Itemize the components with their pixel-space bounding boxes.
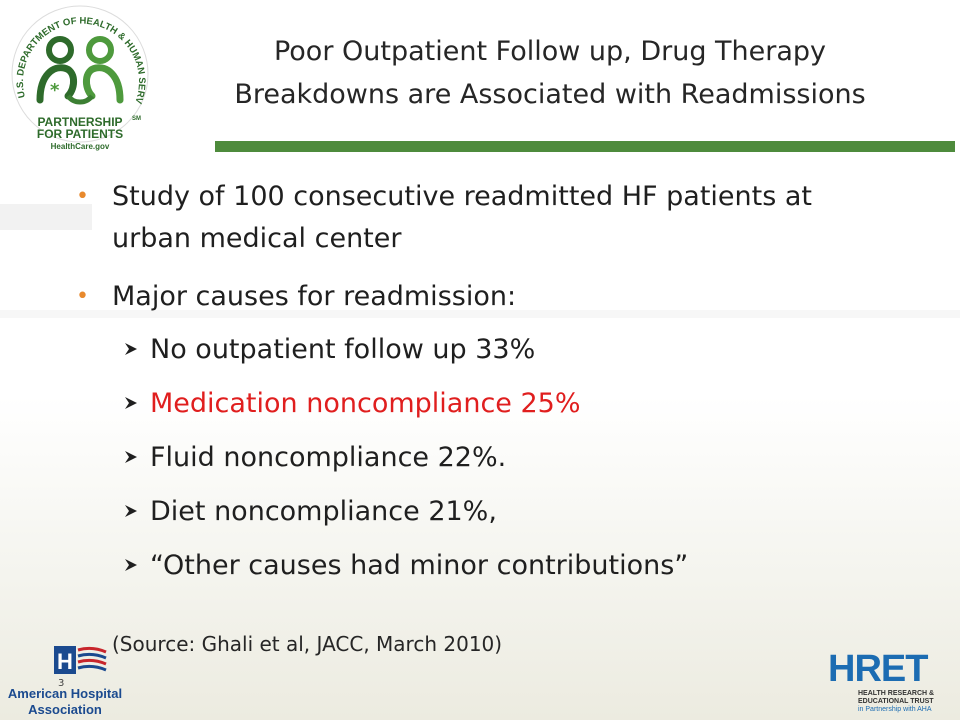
cause-text: Medication noncompliance 25% — [150, 388, 581, 419]
page-title: Poor Outpatient Follow up, Drug Therapy … — [180, 30, 920, 116]
bullet-dot: • — [76, 284, 89, 309]
cause-item: No outpatient follow up 33% — [124, 330, 535, 370]
aha-flag-logo: H — [54, 646, 107, 674]
arrow-bullet-icon — [125, 558, 137, 571]
bullet-text: urban medical center — [112, 223, 402, 254]
cause-text: “Other causes had minor contributions” — [150, 550, 689, 581]
hret-line1: HEALTH RESEARCH & — [858, 690, 935, 697]
bullet-item: Major causes for readmission: — [112, 276, 516, 318]
cause-item: Fluid noncompliance 22%. — [124, 438, 506, 478]
title-divider — [215, 141, 955, 152]
cause-text: Fluid noncompliance 22%. — [150, 442, 507, 473]
hhs-logo-site: HealthCare.gov — [51, 142, 110, 151]
arrow-bullet-icon — [125, 450, 137, 463]
cause-item: Diet noncompliance 21%, — [124, 492, 497, 532]
hret-line2: EDUCATIONAL TRUST — [858, 698, 934, 705]
cause-item: “Other causes had minor contributions” — [124, 546, 688, 586]
hret-logo: HRET — [828, 648, 928, 690]
svg-text:H: H — [57, 649, 73, 674]
aha-line1: American Hospital — [7, 686, 123, 701]
cause-text: Diet noncompliance 21%, — [150, 496, 497, 527]
hhs-partnership-logo: U.S. DEPARTMENT OF HEALTH & HUMAN SERVIC… — [4, 4, 149, 151]
hhs-logo-line1: PARTNERSHIP — [37, 115, 122, 129]
title-line1: Poor Outpatient Follow up, Drug Therapy — [273, 36, 827, 67]
source-citation: (Source: Ghali et al, JACC, March 2010) — [112, 632, 503, 656]
arrow-bullet-icon — [125, 504, 137, 517]
cause-item: Medication noncompliance 25% — [124, 384, 581, 424]
bullet-dot: • — [76, 184, 89, 209]
svg-text:*: * — [50, 80, 60, 101]
hhs-logo-line2: FOR PATIENTS — [37, 127, 123, 141]
background-band — [0, 310, 960, 318]
hret-line3: in Partnership with AHA — [858, 706, 932, 713]
page-number: 3 — [58, 678, 65, 689]
bullet-text: Study of 100 consecutive readmitted HF p… — [112, 181, 813, 212]
hret-logo-text: HEALTH RESEARCH & EDUCATIONAL TRUST in P… — [858, 690, 948, 714]
title-line2: Breakdowns are Associated with Readmissi… — [234, 79, 866, 110]
cause-text: No outpatient follow up 33% — [150, 334, 536, 365]
bullet-text: Major causes for readmission: — [112, 281, 517, 312]
arrow-bullet-icon — [125, 342, 137, 355]
aha-line2: Association — [28, 702, 102, 717]
background-band — [0, 204, 92, 230]
aha-logo-text: American Hospital Association — [6, 686, 124, 718]
hhs-logo-mark: SM — [132, 116, 141, 122]
bullet-item: Study of 100 consecutive readmitted HF p… — [112, 176, 812, 260]
arrow-bullet-icon — [125, 396, 137, 409]
